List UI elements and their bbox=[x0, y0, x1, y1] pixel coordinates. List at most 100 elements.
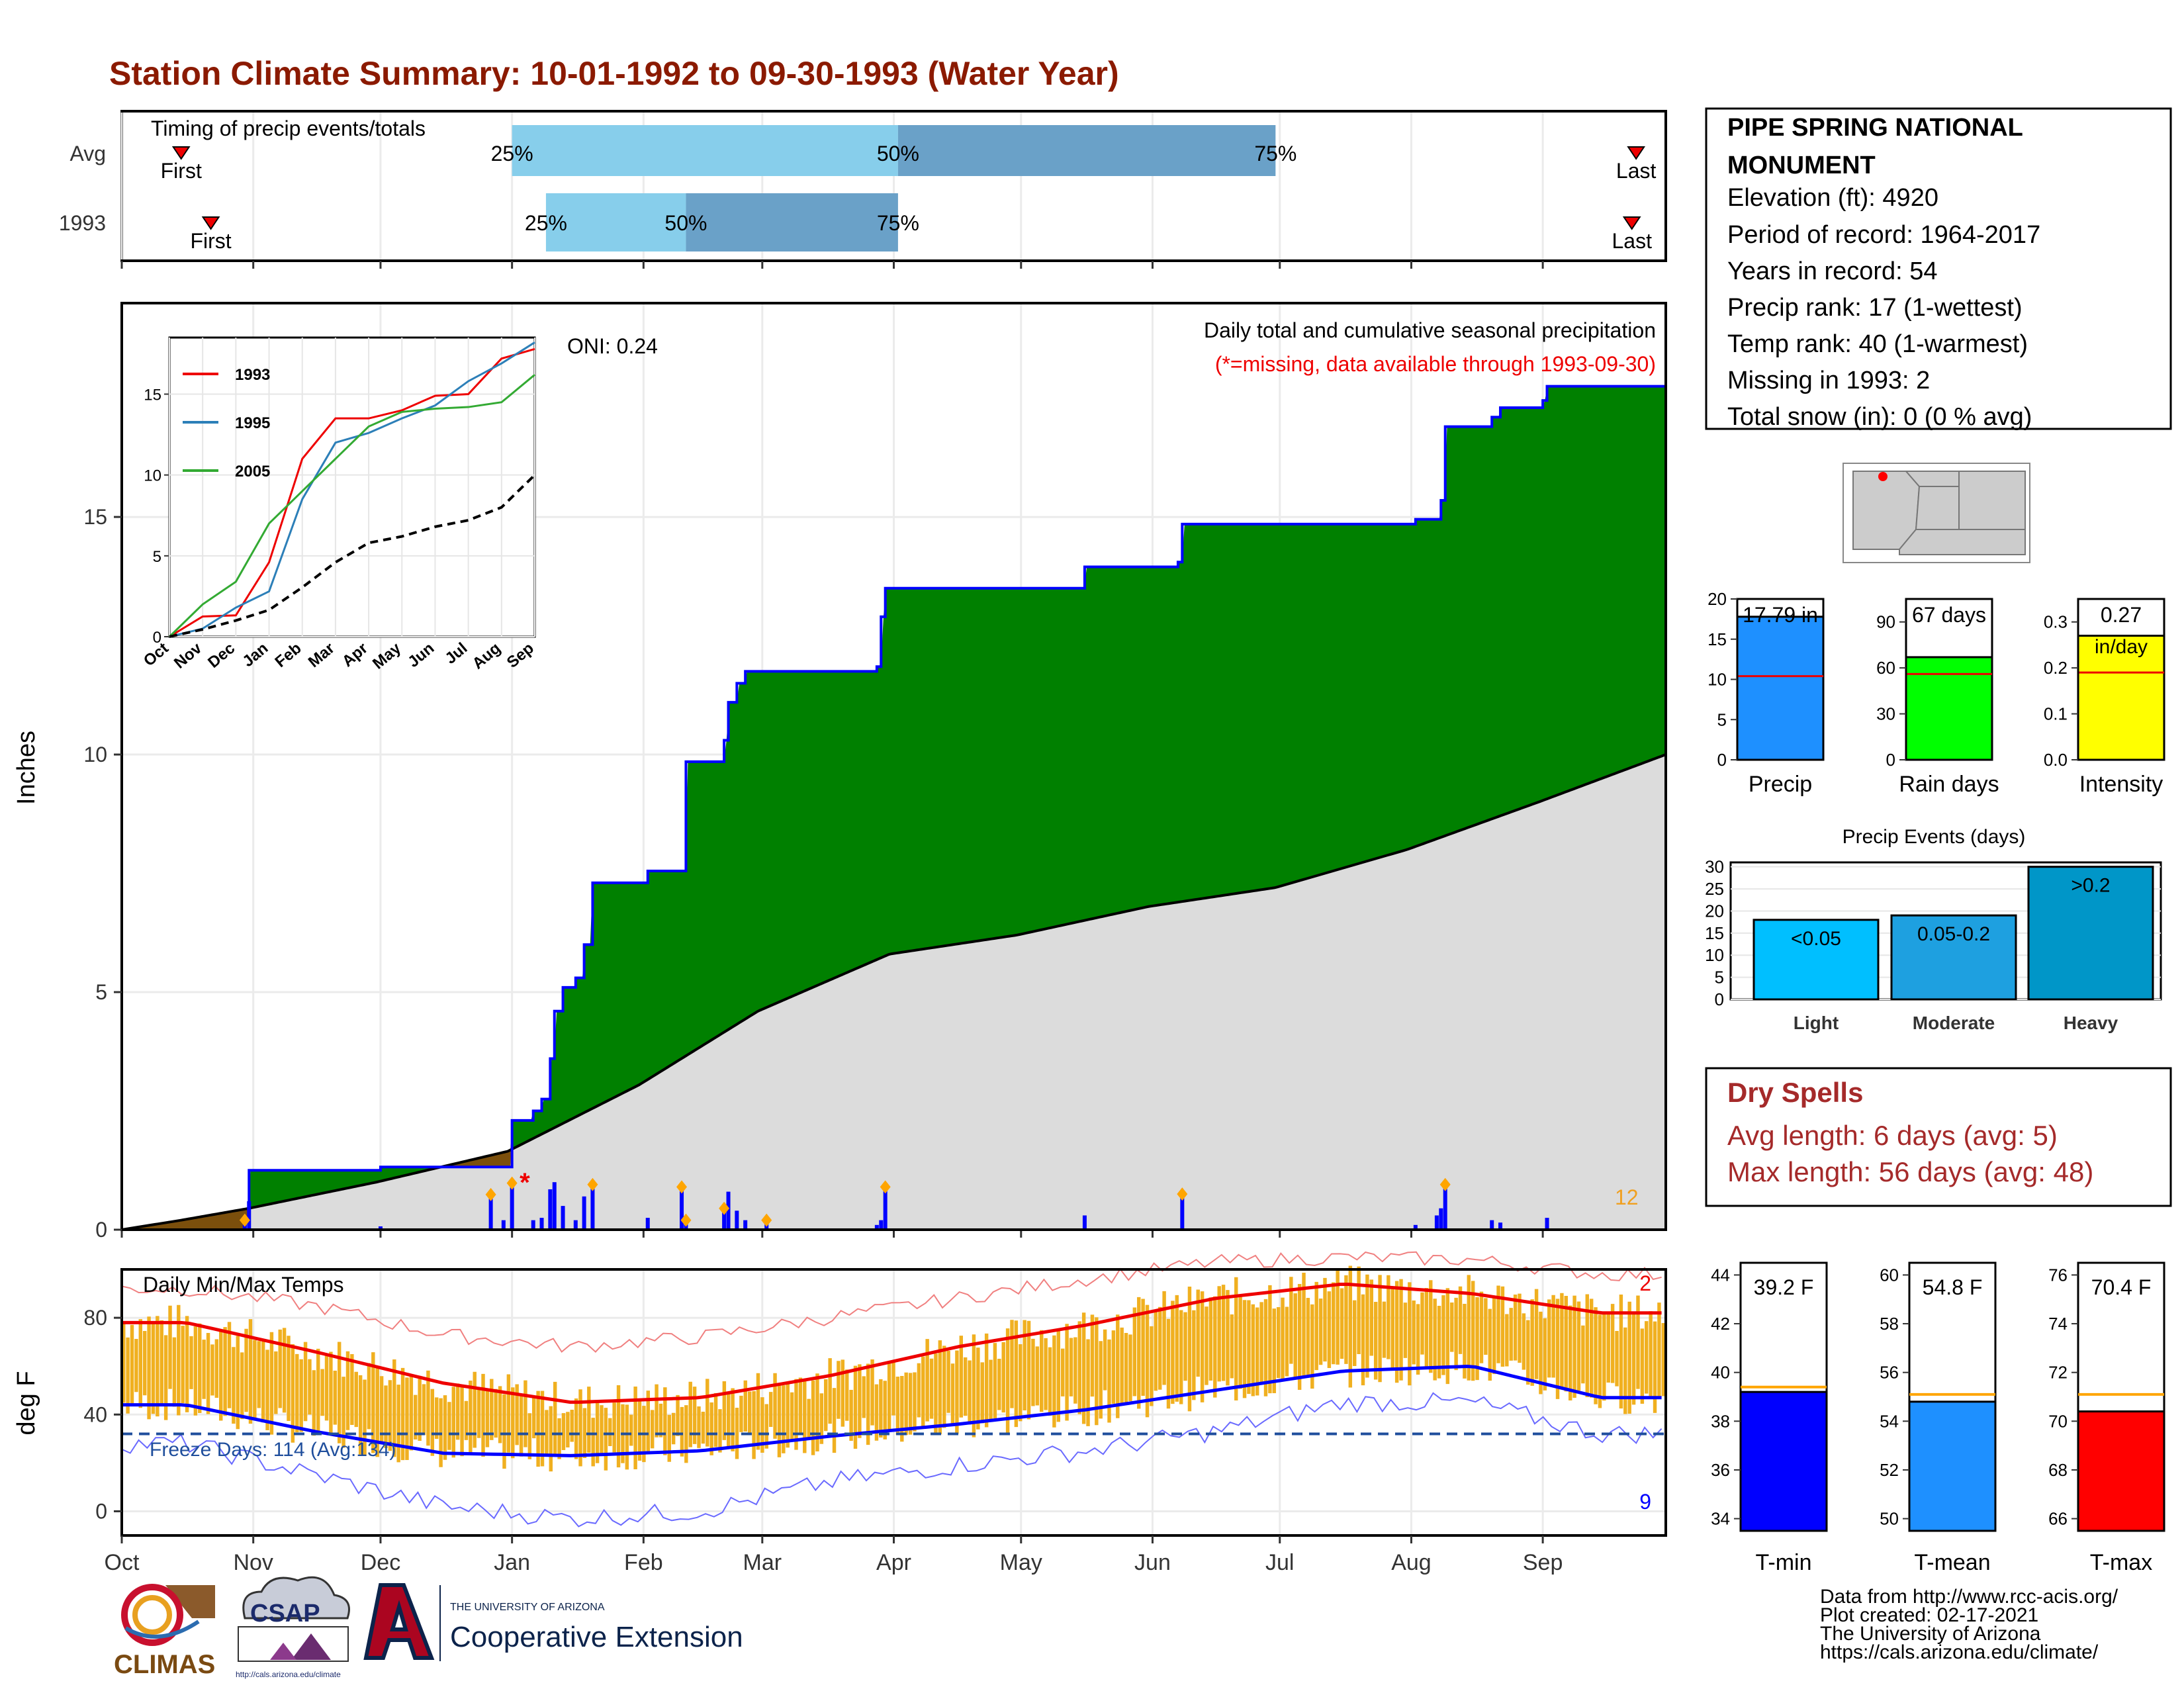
temp-summary-value-label-T-max: 70.4 F bbox=[2091, 1275, 2152, 1299]
summary-unit-label-Intensity: in/day bbox=[2095, 636, 2148, 658]
summary-tick-label-Precip-10: 10 bbox=[1707, 670, 1727, 690]
summary-tick-label-Rain days-30: 30 bbox=[1876, 704, 1895, 724]
temp-summary-bars: 34 36 38 40 42 44 39.2 F T-min 50 52 54 56 58 60 54.8 … bbox=[1711, 1261, 2165, 1575]
temp-summary-tick-label-T-mean-58: 58 bbox=[1880, 1314, 1899, 1334]
temp-summary-tick-label-T-max-72: 72 bbox=[2048, 1363, 2068, 1383]
precip-y-axis-title: Inches bbox=[13, 731, 40, 805]
daily-precip-bar-1992-10-31 bbox=[247, 1201, 251, 1230]
temp-summary-tick-label-T-mean-60: 60 bbox=[1880, 1265, 1899, 1285]
freeze-days-label: Freeze Days: 114 (Avg:134) bbox=[150, 1439, 396, 1461]
summary-tick-label-Intensity-0.2: 0.2 bbox=[2044, 658, 2068, 678]
timing-last-marker-1993 bbox=[1622, 216, 1641, 230]
precip-avg-cumulative-line bbox=[121, 753, 1666, 1231]
events-tick-label-10: 10 bbox=[1705, 945, 1724, 965]
month-label-Apr: Apr bbox=[876, 1550, 911, 1575]
daily-precip-bar-1993-02-21 bbox=[726, 1191, 731, 1230]
temp-summary-tick-label-T-max-66: 66 bbox=[2048, 1509, 2068, 1529]
temp-low-count: 9 bbox=[1639, 1490, 1651, 1514]
timing-last-marker-Avg bbox=[1627, 146, 1645, 160]
dry-spells-max: Max length: 56 days (avg: 48) bbox=[1727, 1156, 2093, 1187]
missing-data-marker: * bbox=[520, 1168, 530, 1197]
timing-q1-bar-1993 bbox=[545, 193, 686, 251]
daily-precip-bar-1993-08-07 bbox=[1434, 1215, 1439, 1230]
csap-logo: CSAP http://cals.arizona.edu/climate bbox=[236, 1576, 350, 1679]
month-label-Oct: Oct bbox=[105, 1550, 140, 1575]
csap-logo-url: http://cals.arizona.edu/climate bbox=[236, 1670, 341, 1679]
events-tick-label-25: 25 bbox=[1705, 879, 1724, 899]
daily-precip-bar-1993-01-10 bbox=[548, 1189, 553, 1230]
daily-precip-record-marker-1992-12-27 bbox=[485, 1187, 496, 1201]
month-label-Dec: Dec bbox=[361, 1550, 400, 1575]
timing-75-label-1993: 75% bbox=[877, 211, 919, 235]
summary-tick-label-Precip-15: 15 bbox=[1707, 629, 1727, 649]
inset-legend-label-2005: 2005 bbox=[235, 463, 270, 480]
temp-summary-tick-label-T-min-34: 34 bbox=[1711, 1509, 1730, 1529]
daily-precip-bar-1993-08-09 bbox=[1443, 1184, 1447, 1230]
station-precip-rank: Precip rank: 17 (1-wettest) bbox=[1727, 294, 2023, 322]
credit-line-3: The University of Arizona bbox=[1820, 1623, 2041, 1645]
daily-precip-bar-1993-01-06 bbox=[531, 1220, 535, 1230]
daily-precip-bar-1993-01-08 bbox=[539, 1218, 544, 1230]
inset-legend-label-1995: 1995 bbox=[235, 414, 270, 432]
inset-tick-label-y-10: 10 bbox=[144, 467, 161, 485]
precip-tick-label-y-0: 0 bbox=[95, 1218, 107, 1242]
daily-precip-record-marker-1993-01-01 bbox=[506, 1176, 518, 1190]
month-label-May: May bbox=[1000, 1550, 1042, 1575]
temp-summary-tick-label-T-mean-52: 52 bbox=[1880, 1460, 1899, 1480]
record-high-temp-line bbox=[121, 1251, 1662, 1353]
daily-precip-bar-1993-02-20 bbox=[722, 1208, 727, 1230]
ua-logo: THE UNIVERSITY OF ARIZONA Cooperative Ex… bbox=[363, 1583, 743, 1661]
daily-precip-bar-1992-12-27 bbox=[488, 1194, 493, 1230]
timing-50-label-1993: 50% bbox=[664, 211, 707, 235]
temp-title: Daily Min/Max Temps bbox=[143, 1273, 343, 1297]
station-temp-rank: Temp rank: 40 (1-warmest) bbox=[1727, 330, 2028, 358]
timing-first-marker-Avg bbox=[171, 146, 191, 160]
temp-summary-name-label-T-max: T-max bbox=[2090, 1550, 2152, 1575]
inset-series-line-1993 bbox=[169, 347, 535, 638]
temp-summary-tick-label-T-mean-50: 50 bbox=[1880, 1509, 1899, 1529]
summary-tick-label-Intensity-0.1: 0.1 bbox=[2044, 704, 2068, 724]
events-bar-label-Heavy: >0.2 bbox=[2071, 875, 2110, 897]
dry-spells-title: Dry Spells bbox=[1727, 1077, 1863, 1108]
events-category-Light: Light bbox=[1794, 1013, 1839, 1033]
summary-name-label-Precip: Precip bbox=[1749, 772, 1812, 797]
timing-title: Timing of precip events/totals bbox=[151, 116, 426, 140]
month-label-Jul: Jul bbox=[1265, 1550, 1294, 1575]
events-bar-label-Light: <0.05 bbox=[1791, 928, 1841, 950]
timing-first-label-Avg: First bbox=[161, 159, 202, 183]
summary-name-label-Rain days: Rain days bbox=[1899, 772, 1999, 797]
daily-precip-record-marker-1993-01-20 bbox=[587, 1177, 598, 1191]
precip-above-average-area bbox=[122, 384, 1666, 1230]
events-bar-label-Moderate: 0.05-0.2 bbox=[1917, 923, 1990, 945]
credit-line-4: https://cals.arizona.edu/climate/ bbox=[1820, 1641, 2099, 1663]
timing-75-label-Avg: 75% bbox=[1254, 142, 1297, 165]
daily-precip-record-marker-1993-02-20 bbox=[719, 1201, 730, 1215]
events-tick-label-20: 20 bbox=[1705, 901, 1724, 921]
summary-tick-label-Precip-20: 20 bbox=[1707, 589, 1727, 609]
daily-precip-bar-1993-06-08 bbox=[1180, 1194, 1185, 1230]
daily-precip-bar-1993-01-16 bbox=[573, 1220, 578, 1230]
summary-tick-label-Rain days-90: 90 bbox=[1876, 612, 1895, 632]
average-low-temp-line bbox=[122, 1364, 1662, 1457]
temp-summary-tick-label-T-mean-54: 54 bbox=[1880, 1411, 1899, 1431]
precip-tick-label-y-5: 5 bbox=[95, 980, 107, 1004]
timing-q2-bar-Avg bbox=[897, 125, 1276, 176]
timing-25-label-1993: 25% bbox=[525, 211, 567, 235]
daily-precip-record-marker-1993-03-30 bbox=[880, 1180, 891, 1194]
station-location-marker bbox=[1878, 472, 1888, 481]
summary-tick-label-Rain days-60: 60 bbox=[1876, 658, 1895, 678]
summary-value-label-Intensity: 0.27 bbox=[2101, 603, 2142, 627]
inset-series-line-average bbox=[169, 474, 536, 638]
station-info-box: PIPE SPRING NATIONAL MONUMENT Elevation … bbox=[1705, 107, 2172, 431]
daily-precip-bar-1993-01-11 bbox=[552, 1182, 557, 1230]
timing-row-1993-label: 1993 bbox=[59, 211, 106, 235]
timing-panel: 25% 50% 75% First Last 25% 50% 75% First Last Tim… bbox=[59, 110, 1667, 269]
precip-1993-cumulative-line bbox=[122, 384, 1667, 1231]
daily-precip-record-marker-1993-02-11 bbox=[680, 1213, 692, 1227]
daily-precip-bar-1993-08-22 bbox=[1498, 1222, 1503, 1230]
daily-precip-bar-1993-08-08 bbox=[1439, 1208, 1443, 1230]
daily-precip-bar-1993-03-30 bbox=[883, 1187, 887, 1230]
daily-precip-bar-1992-12-01 bbox=[378, 1226, 383, 1230]
timing-row-avg-label: Avg bbox=[69, 142, 106, 165]
